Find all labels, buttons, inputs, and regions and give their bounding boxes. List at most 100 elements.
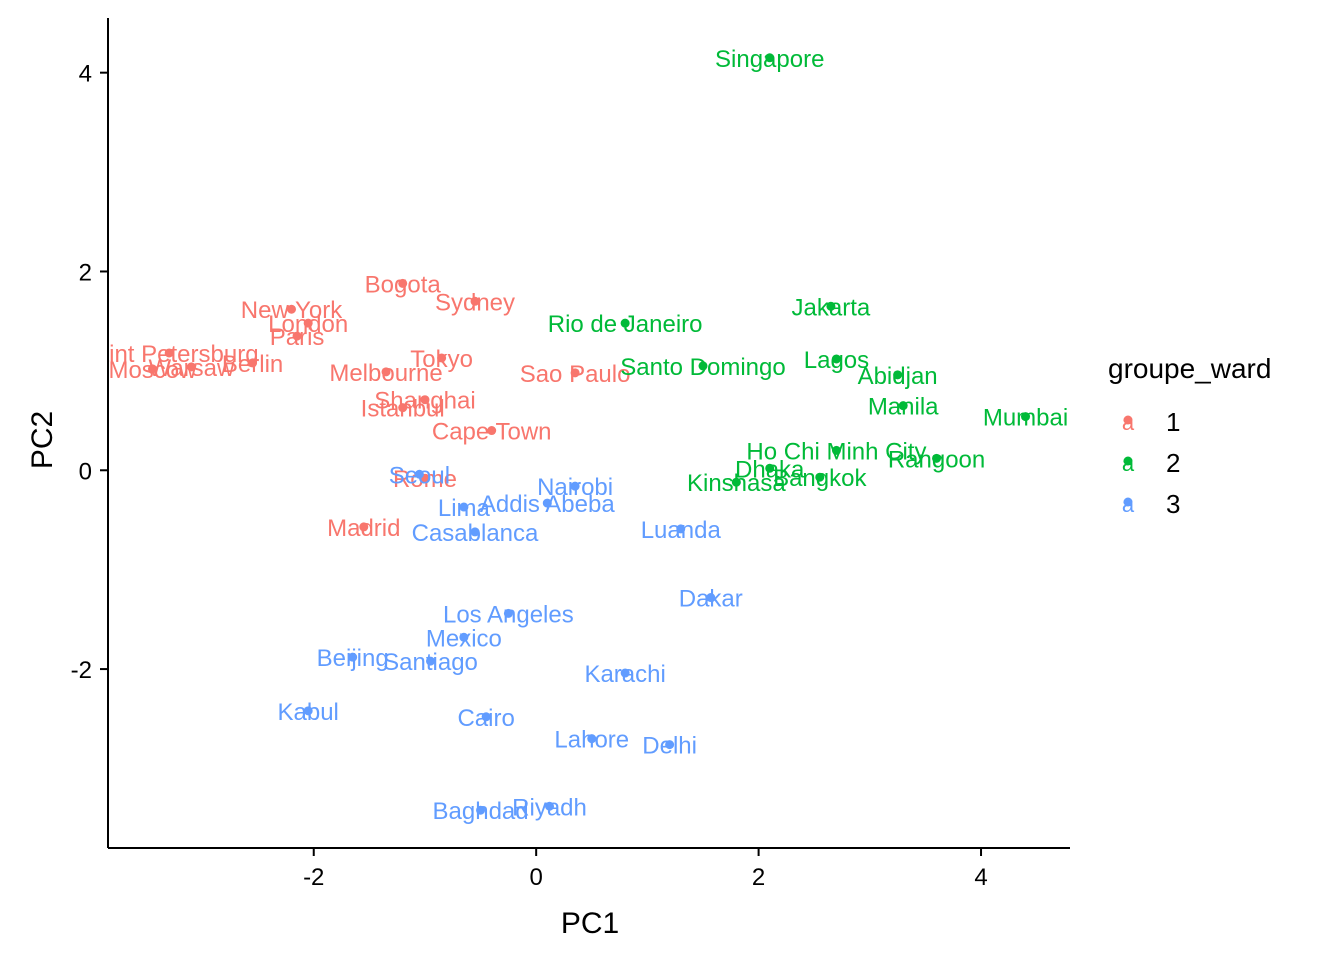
- y-tick-label: 4: [79, 61, 92, 88]
- data-point-group: Dhaka: [735, 456, 805, 483]
- data-point: [831, 445, 841, 455]
- data-point-group: Santo Domingo: [620, 354, 785, 381]
- data-point: [470, 527, 480, 537]
- data-point-group: Tokyo: [410, 346, 473, 373]
- legend-key-point: [1123, 497, 1133, 507]
- data-point-group: Ho Chi Minh City: [746, 438, 926, 465]
- data-point-label: Mexico: [426, 625, 502, 652]
- legend-label: 2: [1166, 448, 1180, 478]
- data-point-group: Kabul: [277, 699, 338, 726]
- data-point: [545, 801, 555, 811]
- data-point-label: Bangkok: [773, 465, 867, 492]
- data-point-label: Tokyo: [410, 346, 473, 373]
- data-point: [398, 403, 408, 413]
- data-point-label: Santo Domingo: [620, 354, 785, 381]
- data-point-label: Riyadh: [512, 794, 587, 821]
- data-point: [570, 481, 580, 491]
- legend: groupe_ward a1 a2 a3: [1108, 353, 1271, 519]
- data-point-group: Nairobi: [537, 474, 613, 501]
- data-point: [932, 453, 942, 463]
- data-point: [147, 364, 157, 374]
- data-point-label: Baghdad: [433, 798, 529, 825]
- data-point-group: Rio de Janeiro: [548, 311, 703, 338]
- data-point: [1021, 412, 1031, 422]
- data-point-group: Luanda: [641, 517, 722, 544]
- data-point: [348, 652, 358, 662]
- data-point: [570, 368, 580, 378]
- data-point: [248, 358, 258, 368]
- data-point-group: Rangoon: [888, 446, 985, 473]
- data-point-group: London: [268, 311, 348, 338]
- legend-title: groupe_ward: [1108, 353, 1271, 384]
- data-point-group: Madrid: [327, 515, 400, 542]
- data-point-label: Manila: [868, 394, 939, 421]
- data-point-label: Rangoon: [888, 446, 985, 473]
- data-point-group: Lagos: [804, 347, 869, 374]
- data-point-label: Sao Paulo: [520, 361, 631, 388]
- x-tick-label: 4: [974, 864, 987, 891]
- data-point-group: Abidjan: [858, 363, 938, 390]
- data-point-label: Cape Town: [432, 419, 552, 446]
- data-point-group: Singapore: [715, 46, 824, 73]
- data-point-group: Santiago: [383, 649, 478, 676]
- data-point-group: Istanbul: [361, 396, 445, 423]
- data-point-label: Beijing: [317, 645, 389, 672]
- data-point-group: Seoul: [389, 462, 450, 489]
- data-point-group: Lima: [438, 495, 491, 522]
- data-point: [706, 593, 716, 603]
- data-point-group: Dakar: [679, 586, 743, 613]
- data-point-group: Shanghai: [374, 388, 475, 415]
- data-point-label: Berlin: [222, 351, 283, 378]
- data-point-label: Los Angeles: [443, 601, 574, 628]
- legend-label: 3: [1166, 489, 1180, 519]
- data-point-label: Singapore: [715, 46, 824, 73]
- data-point: [815, 472, 825, 482]
- data-point: [893, 370, 903, 380]
- data-point-label: Lima: [438, 495, 491, 522]
- data-point-label: Lagos: [804, 347, 869, 374]
- data-point-label: Luanda: [641, 517, 722, 544]
- data-point: [381, 367, 391, 377]
- data-point-label: Shanghai: [374, 388, 475, 415]
- data-point: [487, 426, 497, 436]
- data-point: [476, 805, 486, 815]
- y-tick-label: 0: [79, 458, 92, 485]
- data-point-label: Istanbul: [361, 396, 445, 423]
- data-point-group: Bangkok: [773, 465, 867, 492]
- data-point-label: Kinshasa: [687, 470, 786, 497]
- legend-label: 1: [1166, 407, 1180, 437]
- data-point-label: Paris: [270, 324, 325, 351]
- data-point-label: Addis Abeba: [480, 491, 615, 518]
- legend-entry: a3: [1122, 489, 1181, 519]
- data-point-group: Bogota: [365, 271, 442, 298]
- data-point: [542, 498, 552, 508]
- data-point: [665, 740, 675, 750]
- data-point-group: Addis Abeba: [480, 491, 615, 518]
- data-point-group: Delhi: [642, 733, 697, 760]
- data-point: [898, 401, 908, 411]
- data-point-label: Nairobi: [537, 474, 613, 501]
- data-point: [503, 608, 513, 618]
- data-point-label: Moscow: [108, 357, 197, 384]
- data-point: [481, 712, 491, 722]
- y-tick-label: -2: [71, 657, 92, 684]
- data-point: [414, 469, 424, 479]
- data-point-label: Jakarta: [792, 294, 871, 321]
- data-point-label: Rio de Janeiro: [548, 311, 703, 338]
- x-tick-label: 2: [752, 864, 765, 891]
- data-point-group: Casablanca: [412, 520, 539, 547]
- data-point-label: Casablanca: [412, 520, 539, 547]
- data-point-group: Rome: [393, 466, 457, 493]
- data-point: [287, 304, 297, 314]
- data-point-group: Paris: [270, 324, 325, 351]
- data-point: [398, 278, 408, 288]
- data-point: [292, 331, 302, 341]
- data-point-group: Karachi: [584, 661, 665, 688]
- data-point-label: Karachi: [584, 661, 665, 688]
- legend-entry: a2: [1122, 448, 1181, 478]
- legend-key-point: [1123, 415, 1133, 425]
- data-point: [765, 463, 775, 473]
- x-tick-label: 0: [529, 864, 542, 891]
- data-point-group: Sao Paulo: [520, 361, 631, 388]
